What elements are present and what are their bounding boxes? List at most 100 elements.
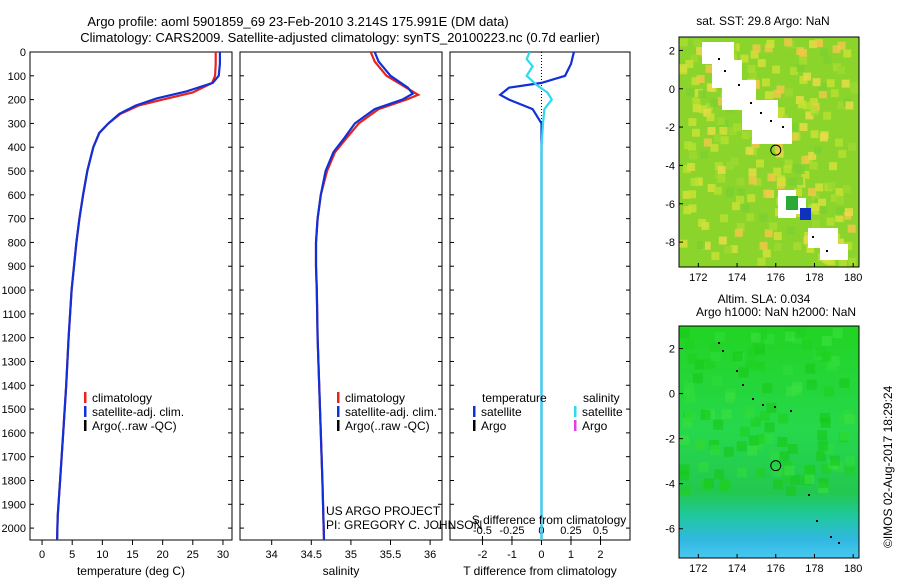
sla-cell (684, 339, 695, 350)
sla-map (679, 326, 859, 558)
salinity-legend: climatology satellite-adj. clim. Argo(..… (337, 391, 437, 433)
sst-cell (809, 161, 818, 170)
sla-cell (816, 451, 827, 462)
float-position-marker (770, 460, 782, 472)
sla-cell (745, 359, 756, 370)
legend-t-argo: Argo (481, 419, 507, 433)
sla-cell (845, 456, 856, 467)
depth-tick-label: 1900 (2, 499, 26, 511)
sla-cell (694, 359, 705, 370)
sst-cell (786, 226, 795, 235)
island-dot (724, 70, 726, 72)
island-dot (736, 370, 738, 372)
legend-clim: climatology (345, 391, 405, 405)
sst-cell (811, 192, 820, 201)
temperature-axes (29, 51, 233, 541)
sst-cell (809, 105, 818, 114)
sst-cell (772, 65, 781, 74)
sst-cell (713, 186, 722, 195)
island-dot (718, 342, 720, 344)
sst-cell (696, 75, 705, 83)
x-tick-label: -2 (478, 549, 488, 561)
depth-tick-label: 400 (8, 142, 26, 154)
sst-cell (803, 101, 812, 110)
sst-cell (845, 208, 853, 217)
depth-tick-label: 300 (8, 118, 26, 130)
depth-tick-label: 700 (8, 214, 26, 226)
island-dot (790, 410, 792, 412)
map-x-tick-label: 174 (728, 563, 746, 575)
sst-cell (690, 178, 699, 186)
map-y-tick-label: -2 (665, 122, 675, 134)
sst-missing-data (808, 228, 838, 248)
island-dot (718, 58, 720, 60)
sla-cell (712, 376, 723, 387)
sla-cell (827, 361, 837, 372)
sla-cell (695, 439, 706, 450)
sla-cell (739, 426, 750, 437)
sst-cell (835, 188, 844, 197)
sla-cell (756, 433, 767, 444)
sst-cell (736, 195, 744, 204)
sst-cell (823, 111, 832, 120)
sla-cell (787, 444, 798, 454)
sst-cell (711, 252, 720, 261)
sla-cell (786, 486, 797, 497)
sst-cell (688, 204, 697, 213)
sla-cell (682, 417, 693, 428)
sst-cell (790, 132, 799, 141)
sst-cell (679, 64, 688, 73)
depth-tick-label: 1700 (2, 452, 26, 464)
x-tick-label: -1 (507, 549, 517, 561)
legend-head-temperature: temperature (482, 391, 547, 405)
island-dot (808, 494, 810, 496)
sst-cell (777, 177, 786, 186)
sla-cell (738, 367, 749, 378)
depth-tick-label: 1800 (2, 475, 26, 487)
island-dot (838, 542, 840, 544)
sst-cell (762, 249, 771, 258)
sla-cell (723, 446, 734, 457)
sst-cell (799, 123, 808, 132)
sst-cell (726, 161, 734, 170)
sst-cell (839, 258, 847, 267)
sst-cell (736, 177, 745, 186)
sst-cell (752, 44, 761, 53)
sst-cell (745, 146, 754, 155)
sla-cell (680, 485, 691, 496)
temperature-xlabel: temperature (deg C) (77, 564, 185, 578)
sst-cell (726, 187, 735, 195)
sst-cell (810, 130, 819, 139)
x-tick-label: 20 (157, 549, 169, 561)
sst-cell (837, 41, 846, 50)
sla-cell (764, 334, 775, 345)
sst-cell (705, 64, 714, 73)
sla-cell (844, 464, 855, 475)
sst-cell (832, 45, 841, 54)
sst-cell (783, 165, 792, 174)
sst-cell (769, 222, 777, 231)
sst-cell (700, 150, 709, 159)
sst-missing-data (702, 42, 734, 64)
s-diff-tick-label: -0.25 (499, 525, 524, 537)
sst-cell (679, 239, 688, 248)
legend-mark-clim (84, 392, 87, 403)
sla-cell (692, 373, 703, 384)
sla-cell (763, 433, 774, 444)
sst-cell (837, 101, 846, 110)
s-diff-xlabel: S difference from climatology (472, 513, 627, 527)
sst-cell (698, 105, 707, 114)
sst-cell (737, 188, 746, 197)
sst-cell (818, 198, 826, 207)
sst-cell (808, 151, 817, 160)
island-dot (782, 126, 784, 128)
x-tick-label: 34.5 (301, 549, 322, 561)
sst-cell (730, 157, 739, 166)
sst-cell (690, 54, 699, 63)
sst-cell (823, 55, 832, 64)
depth-tick-label: 2000 (2, 523, 26, 535)
sst-cell (703, 138, 712, 147)
sst-cell (757, 257, 766, 266)
sla-cell (821, 463, 831, 474)
t-diff-xlabel: T difference from climatology (463, 564, 617, 578)
